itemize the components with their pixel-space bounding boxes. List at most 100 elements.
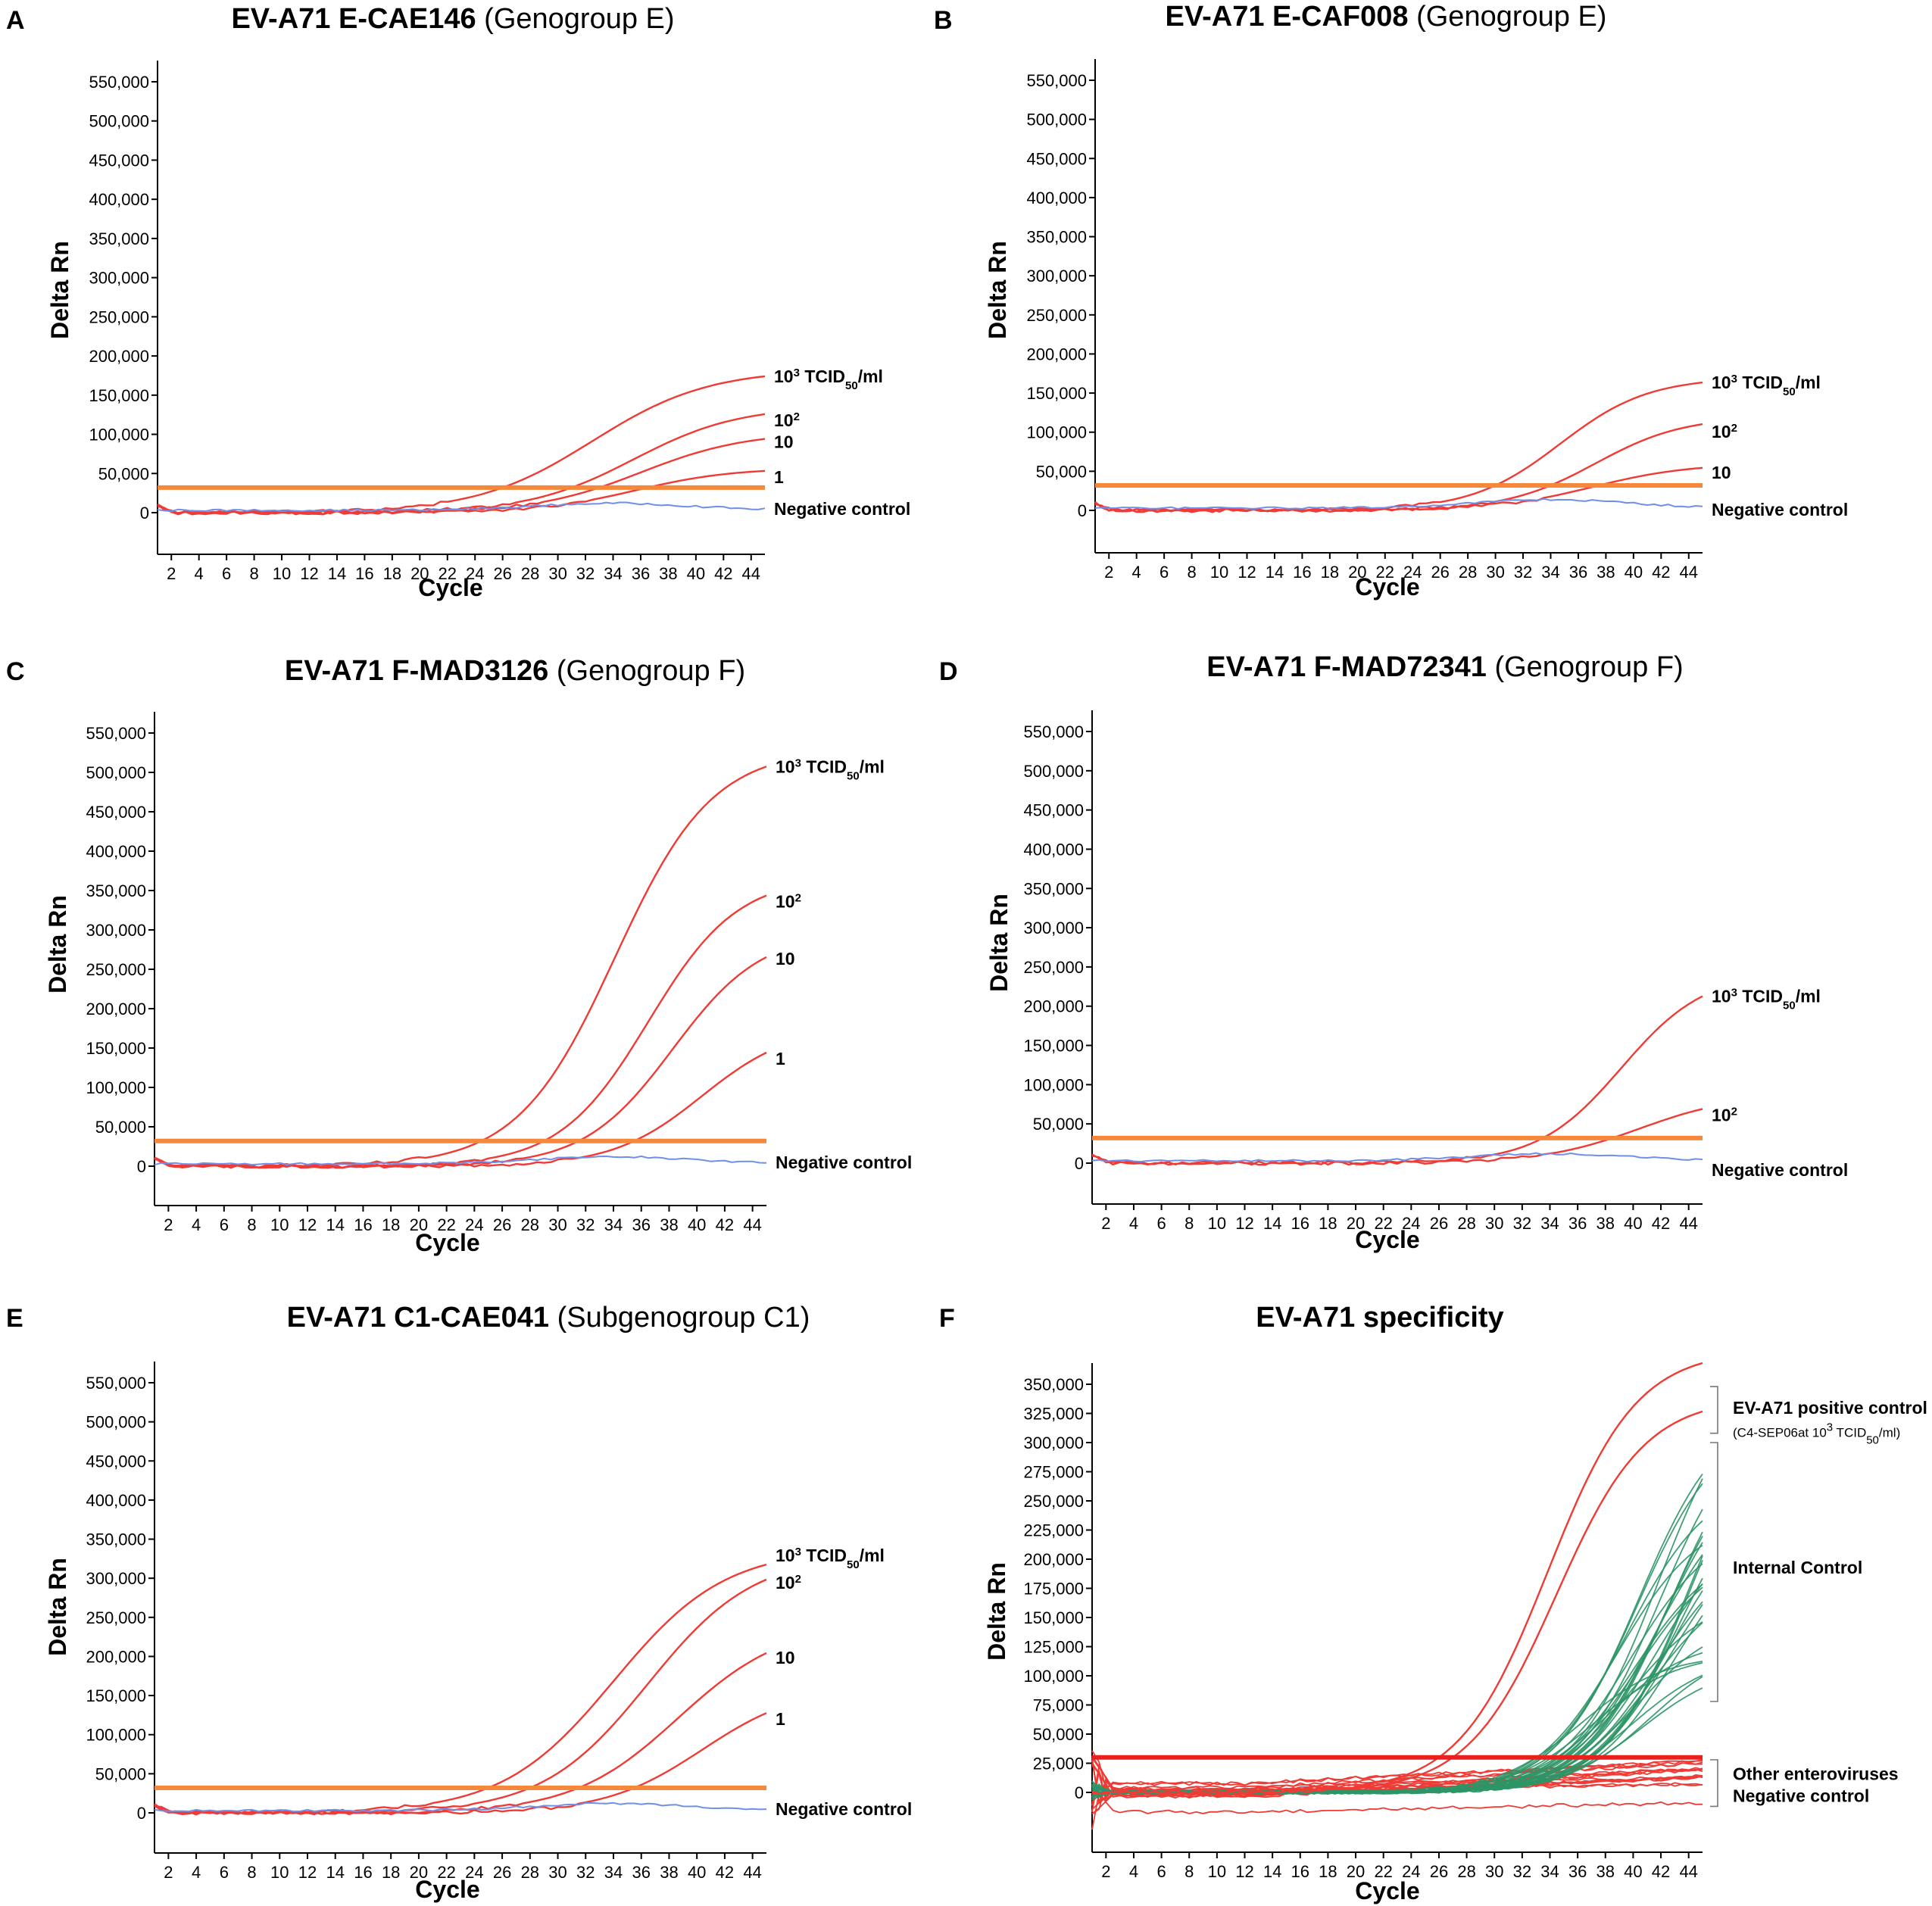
- x-tick-label: 14: [328, 564, 346, 583]
- panel-e: E EV-A71 C1-CAE041 (Subgenogroup C1) Del…: [6, 1302, 912, 1903]
- amplification-curve: [1094, 381, 1703, 513]
- y-tick-label: 450,000: [89, 151, 149, 170]
- panel-c-letter: C: [6, 657, 25, 686]
- y-tick-label: 350,000: [86, 1530, 146, 1549]
- panel-e-ylabel: Delta Rn: [44, 1558, 71, 1656]
- y-tick-label: 400,000: [86, 842, 146, 861]
- negative-control-label: Negative control: [776, 1799, 912, 1819]
- y-tick-label: 100,000: [86, 1078, 146, 1097]
- y-tick-label: 150,000: [1026, 384, 1087, 403]
- y-tick-label: 400,000: [89, 190, 149, 209]
- series-label: 102: [774, 410, 800, 430]
- series-label: 1: [776, 1709, 785, 1729]
- series-label: 103 TCID50/ml: [776, 756, 885, 782]
- y-tick-label: 0: [1078, 501, 1087, 520]
- x-tick-label: 8: [247, 1863, 256, 1882]
- x-tick-label: 20: [1348, 563, 1366, 582]
- x-tick-label: 16: [1293, 563, 1311, 582]
- y-tick-label: 0: [137, 1804, 146, 1823]
- y-tick-label: 250,000: [1023, 958, 1084, 977]
- panel-f: F EV-A71 specificity Delta Rn Cycle 0 25,…: [939, 1302, 1927, 1904]
- x-tick-label: 24: [1402, 1862, 1420, 1881]
- x-tick-label: 32: [1513, 1862, 1531, 1881]
- y-tick-label: 150,000: [86, 1039, 146, 1058]
- x-tick-label: 22: [1374, 1214, 1392, 1233]
- y-tick-label: 50,000: [1033, 1725, 1084, 1744]
- x-tick-label: 22: [437, 1215, 455, 1234]
- x-tick-label: 6: [220, 1863, 229, 1882]
- x-tick-label: 20: [410, 1863, 428, 1882]
- y-tick-label: 300,000: [1023, 919, 1084, 937]
- y-tick-label: 350,000: [1026, 228, 1087, 247]
- panel-b-plot: 0 50,000 100,000 150,000 200,000 250,000 300,0…: [1026, 0, 1848, 582]
- panel-b-xlabel: Cycle: [1355, 573, 1419, 600]
- x-tick-label: 42: [1652, 563, 1670, 582]
- x-tick-label: 42: [716, 1215, 734, 1234]
- x-tick-label: 8: [247, 1215, 256, 1234]
- y-tick-label: 400,000: [86, 1491, 146, 1510]
- panel-f-title: EV-A71 specificity: [1256, 1302, 1503, 1334]
- x-tick-label: 40: [688, 1863, 706, 1882]
- x-tick-label: 4: [192, 1863, 201, 1882]
- panel-d: D EV-A71 F-MAD72341 (Genogroup F) Delta …: [939, 0, 1848, 1253]
- x-tick-label: 4: [1132, 563, 1141, 582]
- x-tick-label: 2: [164, 1863, 173, 1882]
- y-tick-label: 250,000: [1023, 1492, 1084, 1511]
- series-label: 102: [776, 1572, 801, 1592]
- series-label: 102: [1712, 1105, 1737, 1125]
- x-tick-label: 40: [1624, 1862, 1642, 1881]
- x-tick-label: 44: [1679, 1862, 1697, 1881]
- y-tick-label: 350,000: [89, 229, 149, 248]
- y-tick-label: 50,000: [95, 1764, 146, 1783]
- x-tick-label: 10: [1208, 1862, 1226, 1881]
- x-tick-label: 44: [1679, 1214, 1697, 1233]
- x-tick-label: 34: [604, 1215, 623, 1234]
- negative-control-label: Negative control: [1733, 1786, 1869, 1806]
- x-tick-label: 38: [1596, 1862, 1615, 1881]
- panel-b-title: EV-A71 E-CAF008 (Genogroup E): [1166, 1, 1607, 33]
- x-tick-label: 38: [660, 1215, 678, 1234]
- x-tick-label: 38: [660, 1863, 678, 1882]
- x-tick-label: 12: [298, 1215, 317, 1234]
- y-tick-label: 200,000: [1023, 1550, 1084, 1569]
- y-tick-label: 125,000: [1023, 1638, 1084, 1657]
- panel-d-title: EV-A71 F-MAD72341 (Genogroup F): [1206, 651, 1683, 683]
- negative-control-label: Negative control: [1712, 1160, 1848, 1180]
- x-tick-label: 42: [1652, 1214, 1670, 1233]
- series-label: 102: [1712, 422, 1737, 442]
- y-tick-label: 300,000: [86, 1569, 146, 1588]
- series-label: 103 TCID50/ml: [1712, 986, 1821, 1012]
- x-tick-label: 6: [1156, 1214, 1166, 1233]
- y-tick-label: 275,000: [1023, 1463, 1084, 1482]
- x-tick-label: 42: [714, 564, 732, 583]
- panel-c-ylabel: Delta Rn: [44, 895, 71, 994]
- y-tick-label: 200,000: [89, 347, 149, 366]
- amplification-curve: [154, 1051, 767, 1169]
- x-tick-label: 28: [521, 1863, 539, 1882]
- panel-d-letter: D: [939, 657, 958, 686]
- y-tick-label: 300,000: [89, 269, 149, 288]
- panel-a-plot: 0 50,000 100,000 150,000 200,000 250,000 300,0…: [89, 61, 910, 583]
- x-tick-label: 30: [1485, 1862, 1503, 1881]
- x-tick-label: 10: [270, 1863, 289, 1882]
- x-tick-label: 28: [521, 564, 539, 583]
- y-tick-label: 0: [1075, 1783, 1084, 1802]
- x-tick-label: 36: [1569, 563, 1587, 582]
- y-tick-label: 250,000: [86, 960, 146, 979]
- positive-control-curve: [1091, 1410, 1703, 1795]
- x-tick-label: 28: [521, 1215, 539, 1234]
- negative-control-label: Negative control: [774, 499, 910, 519]
- x-tick-label: 6: [222, 564, 231, 583]
- x-tick-label: 36: [1568, 1214, 1587, 1233]
- negative-control-line: [154, 1155, 767, 1166]
- x-tick-label: 2: [1104, 563, 1113, 582]
- x-tick-label: 2: [164, 1215, 173, 1234]
- y-tick-label: 100,000: [1023, 1075, 1084, 1094]
- panel-d-ylabel: Delta Rn: [985, 894, 1013, 992]
- x-tick-label: 38: [1596, 1214, 1615, 1233]
- x-tick-label: 30: [548, 1215, 566, 1234]
- x-tick-label: 34: [1540, 1862, 1559, 1881]
- y-tick-label: 300,000: [1026, 267, 1087, 285]
- y-tick-label: 50,000: [1033, 1115, 1084, 1134]
- x-tick-label: 4: [195, 564, 204, 583]
